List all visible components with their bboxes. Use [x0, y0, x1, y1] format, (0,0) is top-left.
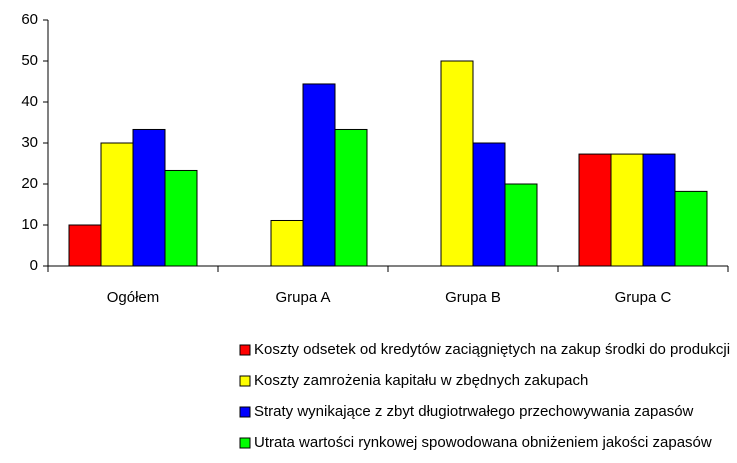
bar: [504, 183, 538, 267]
bar: [164, 169, 198, 267]
legend-label: Koszty zamrożenia kapitału w zbędnych za…: [254, 372, 588, 389]
legend-swatch: [239, 344, 251, 356]
legend-swatch: [239, 437, 251, 449]
legend-swatch: [239, 375, 251, 387]
bar: [132, 128, 166, 267]
x-tick-label: Grupa C: [615, 289, 672, 306]
bar: [642, 153, 676, 267]
legend-label: Koszty odsetek od kredytów zaciągniętych…: [254, 341, 730, 358]
y-tick-label: 60: [21, 11, 38, 28]
y-tick-label: 40: [21, 93, 38, 110]
y-tick-label: 20: [21, 175, 38, 192]
legend-label: Straty wynikające z zbyt długiotrwałego …: [254, 403, 694, 420]
bar: [472, 142, 506, 267]
bar: [302, 83, 336, 267]
bar: [674, 190, 708, 267]
x-tick-label: Grupa B: [445, 289, 501, 306]
y-tick-label: 10: [21, 216, 38, 233]
x-tick-label: Ogółem: [107, 289, 160, 306]
y-tick-label: 0: [30, 257, 38, 274]
bar: [334, 128, 368, 267]
bar: [100, 142, 134, 267]
y-tick-label: 30: [21, 134, 38, 151]
bar: [68, 224, 102, 267]
bar: [610, 153, 644, 267]
x-tick-label: Grupa A: [275, 289, 330, 306]
bar: [578, 153, 612, 267]
bar: [270, 219, 304, 267]
legend-label: Utrata wartości rynkowej spowodowana obn…: [254, 434, 712, 451]
legend-swatch: [239, 406, 251, 418]
y-tick-label: 50: [21, 52, 38, 69]
bar: [440, 60, 474, 267]
